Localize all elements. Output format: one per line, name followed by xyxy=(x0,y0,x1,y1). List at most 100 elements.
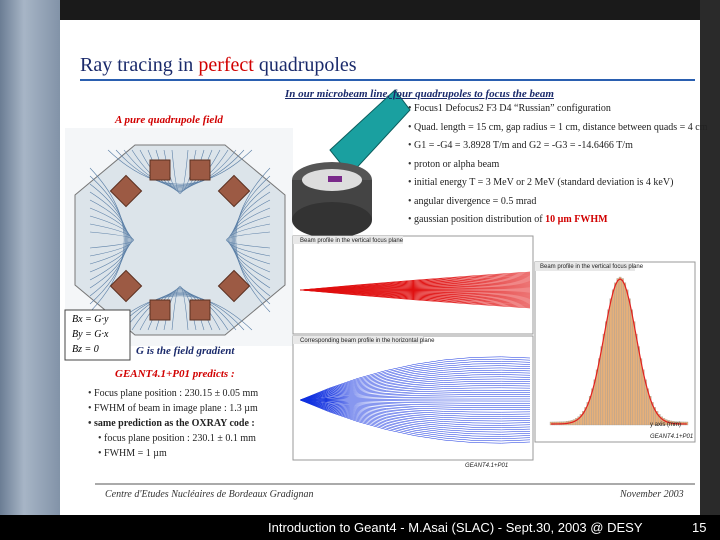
decoration xyxy=(89,207,131,273)
bullet: Focus1 Defocus2 F3 D4 “Russian” configur… xyxy=(408,100,708,119)
decoration xyxy=(637,346,640,426)
decoration xyxy=(628,298,631,426)
decoration xyxy=(299,374,531,401)
decoration xyxy=(299,385,531,401)
decoration xyxy=(115,294,245,331)
decoration xyxy=(299,383,531,401)
decoration xyxy=(299,399,531,442)
decoration xyxy=(89,175,126,305)
decoration xyxy=(299,365,531,401)
footer-right: November 2003 xyxy=(620,489,684,500)
decoration xyxy=(229,207,271,273)
histogram-plot xyxy=(534,261,696,443)
decoration xyxy=(89,183,127,297)
section-heading: In our microbeam line, four quadrupoles … xyxy=(285,88,554,100)
decoration xyxy=(600,346,604,426)
decoration xyxy=(89,215,132,265)
bullet-text: 10 µm FWHM xyxy=(545,214,608,225)
bullet: angular divergence = 0.5 mrad xyxy=(408,193,708,212)
bullet: proton or alpha beam xyxy=(408,156,708,175)
bullet: gaussian position distribution of 10 µm … xyxy=(408,211,708,230)
decoration xyxy=(595,369,599,426)
field-heading-text: A pure quadrupole field xyxy=(115,114,223,126)
decoration xyxy=(299,387,531,401)
decoration xyxy=(299,399,531,409)
decoration xyxy=(299,399,531,411)
decoration xyxy=(299,399,531,420)
bullet: initial energy T = 3 MeV or 2 MeV (stand… xyxy=(408,174,708,193)
decoration xyxy=(115,149,245,186)
bullet-text: gaussian position distribution of xyxy=(414,214,546,225)
title-text: Ray tracing in xyxy=(80,54,199,76)
decoration xyxy=(299,356,531,401)
bottom-bar-text: Introduction to Geant4 - M.Asai (SLAC) -… xyxy=(268,520,643,535)
decoration xyxy=(630,309,633,426)
axis-label: y axis (mm) xyxy=(650,422,681,428)
equation: Bx = G·y xyxy=(72,314,109,325)
plot-credit: GEANT4.1+P01 xyxy=(650,434,694,440)
decoration xyxy=(299,399,531,424)
decoration xyxy=(299,394,531,401)
decoration xyxy=(632,321,636,426)
decoration xyxy=(299,376,531,401)
decoration xyxy=(299,399,531,431)
decoration xyxy=(299,399,531,422)
decoration xyxy=(299,369,531,401)
prediction: FWHM of beam in image plane : 1.3 µm xyxy=(88,401,258,416)
decoration xyxy=(607,309,610,426)
footer-left: Centre d'Etudes Nucléaires de Bordeaux G… xyxy=(105,489,314,500)
decoration xyxy=(598,358,601,426)
decoration xyxy=(299,399,531,435)
decoration xyxy=(299,399,531,417)
title: Ray tracing in perfect quadrupoles xyxy=(80,54,357,77)
decoration xyxy=(89,231,135,249)
bullet: G1 = -G4 = 3.8928 T/m and G2 = -G3 = -14… xyxy=(408,137,708,156)
decoration xyxy=(625,289,629,426)
decoration xyxy=(171,149,189,195)
magnet-render xyxy=(292,89,411,238)
decoration xyxy=(299,399,531,426)
bullet-list: Focus1 Defocus2 F3 D4 “Russian” configur… xyxy=(408,100,708,230)
decoration xyxy=(602,333,606,426)
decoration xyxy=(634,333,638,426)
decoration xyxy=(131,149,229,188)
decoration xyxy=(299,399,531,406)
page-number: 15 xyxy=(692,520,707,535)
decoration xyxy=(123,149,237,187)
decoration xyxy=(89,199,130,281)
comparison: same prediction as the OXRAY code : xyxy=(88,416,258,431)
decoration xyxy=(299,378,531,401)
predictions: Focus plane position : 230.15 ± 0.05 mmF… xyxy=(88,386,258,461)
comparison-detail: FWHM = 1 µm xyxy=(88,446,258,461)
plot-title: Corresponding beam profile in the horizo… xyxy=(300,338,435,344)
comparison-detail: focus plane position : 230.1 ± 0.1 mm xyxy=(88,431,258,446)
bottom-bar xyxy=(0,515,720,540)
decoration xyxy=(234,175,271,305)
plot-credit: GEANT4.1+P01 xyxy=(465,463,509,469)
decoration xyxy=(299,358,531,401)
decoration xyxy=(232,191,271,289)
decoration xyxy=(233,183,271,297)
decoration xyxy=(618,276,622,426)
decoration xyxy=(299,399,531,437)
decoration xyxy=(299,399,531,402)
vertical-profile-plot xyxy=(292,235,534,335)
decoration xyxy=(299,289,531,309)
decoration xyxy=(89,223,133,257)
decoration xyxy=(225,231,271,249)
decoration xyxy=(611,289,615,426)
decoration xyxy=(299,380,531,401)
equation: By = G·x xyxy=(72,329,109,340)
title-highlight: perfect xyxy=(198,54,254,76)
decoration xyxy=(623,282,627,426)
decoration xyxy=(230,199,271,281)
decoration xyxy=(299,399,531,404)
decoration xyxy=(299,399,531,428)
decoration xyxy=(139,149,221,190)
decoration xyxy=(171,285,189,331)
decoration xyxy=(299,372,531,401)
decoration xyxy=(616,278,620,426)
decoration xyxy=(227,223,271,257)
